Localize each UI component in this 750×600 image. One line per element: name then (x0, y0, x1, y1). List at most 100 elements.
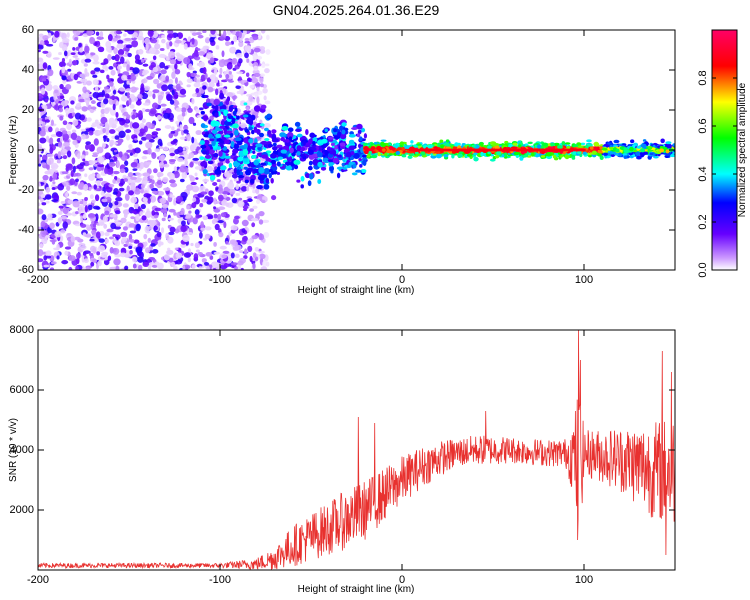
heatmap-cell (120, 217, 127, 224)
heatmap-cell (114, 118, 118, 125)
heatmap-cell (137, 206, 141, 212)
heatmap-cell (307, 180, 312, 187)
heatmap-cell (153, 214, 159, 219)
heatmap-cell (164, 146, 168, 150)
heatmap-cell (89, 252, 94, 257)
heatmap-cell (312, 140, 316, 146)
heatmap-cell (60, 229, 66, 234)
heatmap-cell (148, 138, 155, 143)
heatmap-cell (145, 161, 152, 166)
heatmap-cell (79, 78, 88, 83)
heatmap-cell (112, 191, 118, 195)
colorbar-label: Normalized spectral amplitude (737, 82, 748, 217)
heatmap-cell (385, 149, 393, 154)
heatmap-cell (143, 190, 148, 194)
heatmap-cell (76, 191, 82, 196)
heatmap-cell (159, 62, 166, 69)
heatmap-cell (151, 264, 158, 268)
heatmap-cell (219, 125, 226, 129)
heatmap-cell (98, 238, 105, 243)
heatmap-cell (130, 176, 138, 180)
heatmap-cell (199, 140, 205, 145)
heatmap-cell (253, 65, 259, 71)
y-tick-label: 8000 (10, 324, 34, 336)
heatmap-cell (60, 200, 66, 205)
heatmap-cell (90, 173, 96, 177)
heatmap-cell (230, 252, 235, 259)
heatmap-cell (339, 133, 347, 140)
heatmap-cell (174, 155, 179, 160)
heatmap-cell (341, 129, 346, 135)
heatmap-cell (175, 107, 182, 112)
heatmap-cell (109, 81, 114, 87)
heatmap-cell (262, 87, 268, 94)
heatmap-cell (92, 152, 100, 155)
heatmap-cell (99, 177, 103, 182)
heatmap-cell (252, 189, 256, 194)
heatmap-cell (254, 83, 262, 87)
heatmap-cell (69, 107, 75, 113)
heatmap-cell (307, 165, 313, 171)
heatmap-cell (51, 199, 59, 203)
heatmap-cell (180, 224, 187, 233)
heatmap-cell (215, 88, 219, 96)
heatmap-cell (40, 87, 46, 95)
heatmap-cell (168, 172, 175, 181)
heatmap-cell (255, 256, 259, 262)
heatmap-cell (211, 219, 216, 225)
heatmap-cell (359, 163, 363, 168)
heatmap-cell (143, 241, 148, 247)
heatmap-cell (133, 203, 140, 209)
heatmap-cell (95, 188, 103, 192)
heatmap-cell (128, 238, 135, 243)
heatmap-cell (149, 195, 157, 203)
heatmap-cell (370, 142, 375, 146)
heatmap-cell (542, 142, 548, 147)
heatmap-cell (281, 125, 289, 131)
heatmap-cell (244, 52, 249, 59)
heatmap-cell (237, 175, 245, 179)
heatmap-cell (101, 142, 106, 148)
heatmap-cell (300, 184, 304, 189)
heatmap-cell (90, 100, 96, 105)
heatmap-cell (59, 235, 64, 242)
heatmap-cell (63, 50, 68, 57)
heatmap-cell (191, 264, 196, 269)
heatmap-cell (131, 40, 139, 48)
heatmap-cell (636, 145, 642, 149)
heatmap-cell (540, 155, 546, 158)
heatmap-cell (181, 171, 188, 179)
heatmap-cell (296, 133, 303, 138)
heatmap-cell (147, 225, 153, 230)
heatmap-cell (270, 159, 276, 165)
heatmap-cell (236, 90, 242, 95)
heatmap-cell (271, 138, 279, 143)
heatmap-cell (145, 247, 151, 254)
heatmap-cell (213, 213, 218, 219)
heatmap-cell (91, 221, 95, 225)
heatmap-cell (203, 262, 210, 266)
heatmap-cell (296, 179, 301, 183)
heatmap-cell (107, 255, 112, 261)
heatmap-cell (60, 215, 68, 220)
x-tick-label: -100 (209, 274, 231, 286)
heatmap-cell (114, 54, 120, 62)
heatmap-cell (140, 188, 144, 194)
heatmap-cell (67, 68, 72, 72)
heatmap-cell (252, 262, 256, 270)
heatmap-cell (550, 142, 555, 147)
heatmap-cell (174, 247, 179, 251)
heatmap-cell (114, 135, 120, 140)
heatmap-cell (68, 58, 72, 65)
heatmap-cell (47, 30, 51, 33)
heatmap-cell (261, 63, 266, 68)
heatmap-cell (454, 142, 459, 147)
heatmap-cell (133, 96, 138, 102)
heatmap-cell (117, 140, 122, 146)
heatmap-cell (245, 118, 254, 125)
heatmap-cell (200, 74, 206, 82)
heatmap-cell (594, 144, 601, 147)
heatmap-cell (109, 247, 114, 254)
heatmap-cell (129, 104, 135, 109)
x-tick-label: 100 (575, 274, 593, 286)
